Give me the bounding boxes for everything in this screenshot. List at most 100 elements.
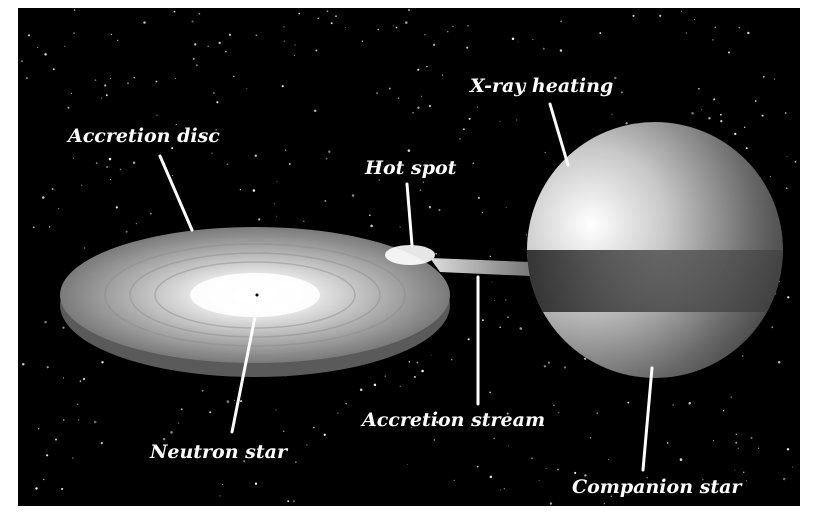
- star: [27, 34, 31, 37]
- star: [659, 14, 662, 17]
- star: [287, 500, 290, 503]
- star: [698, 87, 700, 90]
- star: [101, 361, 104, 364]
- star: [771, 326, 774, 329]
- star: [410, 426, 413, 429]
- star: [435, 252, 437, 255]
- star: [451, 359, 453, 361]
- star: [735, 441, 738, 444]
- star: [72, 157, 74, 159]
- star: [428, 104, 432, 108]
- star: [306, 444, 308, 446]
- star: [574, 471, 577, 474]
- star: [516, 119, 518, 121]
- star: [416, 361, 419, 364]
- star: [417, 68, 420, 71]
- star: [172, 174, 174, 177]
- star: [734, 132, 737, 136]
- star: [611, 113, 613, 115]
- star: [499, 120, 501, 122]
- star: [784, 112, 787, 114]
- star: [757, 447, 760, 449]
- star: [477, 196, 481, 200]
- star: [430, 354, 432, 356]
- star: [786, 155, 788, 157]
- star: [737, 447, 739, 450]
- star: [61, 487, 64, 490]
- star: [106, 166, 108, 168]
- star: [376, 92, 378, 95]
- star: [283, 26, 285, 28]
- star: [666, 442, 669, 444]
- star: [175, 123, 177, 126]
- star: [215, 129, 217, 131]
- star: [243, 460, 246, 463]
- star: [108, 157, 112, 161]
- star: [62, 326, 65, 329]
- star: [413, 375, 416, 378]
- star: [51, 188, 54, 190]
- star: [408, 360, 411, 363]
- star: [174, 77, 176, 79]
- star: [283, 40, 286, 42]
- star: [234, 400, 235, 402]
- star: [21, 60, 23, 62]
- star: [276, 215, 278, 217]
- star: [786, 448, 790, 451]
- star: [374, 426, 376, 428]
- star: [294, 44, 296, 46]
- star: [557, 411, 560, 414]
- star: [708, 117, 711, 120]
- star: [313, 426, 315, 429]
- star: [315, 49, 318, 52]
- star: [467, 338, 470, 341]
- star: [44, 320, 47, 324]
- star: [373, 383, 377, 387]
- star: [239, 189, 242, 191]
- star: [702, 478, 704, 481]
- star: [738, 26, 741, 29]
- star: [506, 84, 509, 86]
- star: [95, 162, 98, 164]
- star: [198, 13, 201, 15]
- label: Hot spot: [364, 157, 457, 179]
- star: [63, 419, 65, 421]
- star: [194, 43, 197, 46]
- star: [54, 438, 58, 441]
- star: [125, 230, 128, 233]
- star: [523, 90, 526, 92]
- star: [547, 361, 551, 364]
- star: [499, 326, 501, 329]
- star: [746, 480, 748, 482]
- star: [422, 181, 425, 184]
- star: [745, 147, 748, 150]
- star: [221, 483, 224, 486]
- star: [627, 401, 630, 404]
- star: [468, 117, 471, 120]
- star: [48, 226, 51, 228]
- star: [254, 154, 257, 157]
- star: [52, 68, 55, 71]
- star: [433, 439, 436, 441]
- star: [345, 402, 347, 405]
- star: [741, 355, 744, 357]
- star: [407, 8, 410, 12]
- star: [538, 480, 540, 481]
- star: [276, 181, 278, 183]
- star: [171, 147, 174, 150]
- star: [324, 199, 327, 202]
- star: [240, 400, 243, 403]
- star: [525, 234, 528, 236]
- star: [155, 80, 158, 83]
- star: [170, 431, 173, 434]
- star: [553, 404, 555, 406]
- star: [584, 357, 587, 360]
- star: [192, 57, 195, 60]
- star: [668, 490, 669, 492]
- star: [589, 437, 592, 439]
- star: [510, 87, 512, 90]
- star: [344, 26, 346, 28]
- star: [491, 281, 493, 283]
- star: [432, 43, 436, 46]
